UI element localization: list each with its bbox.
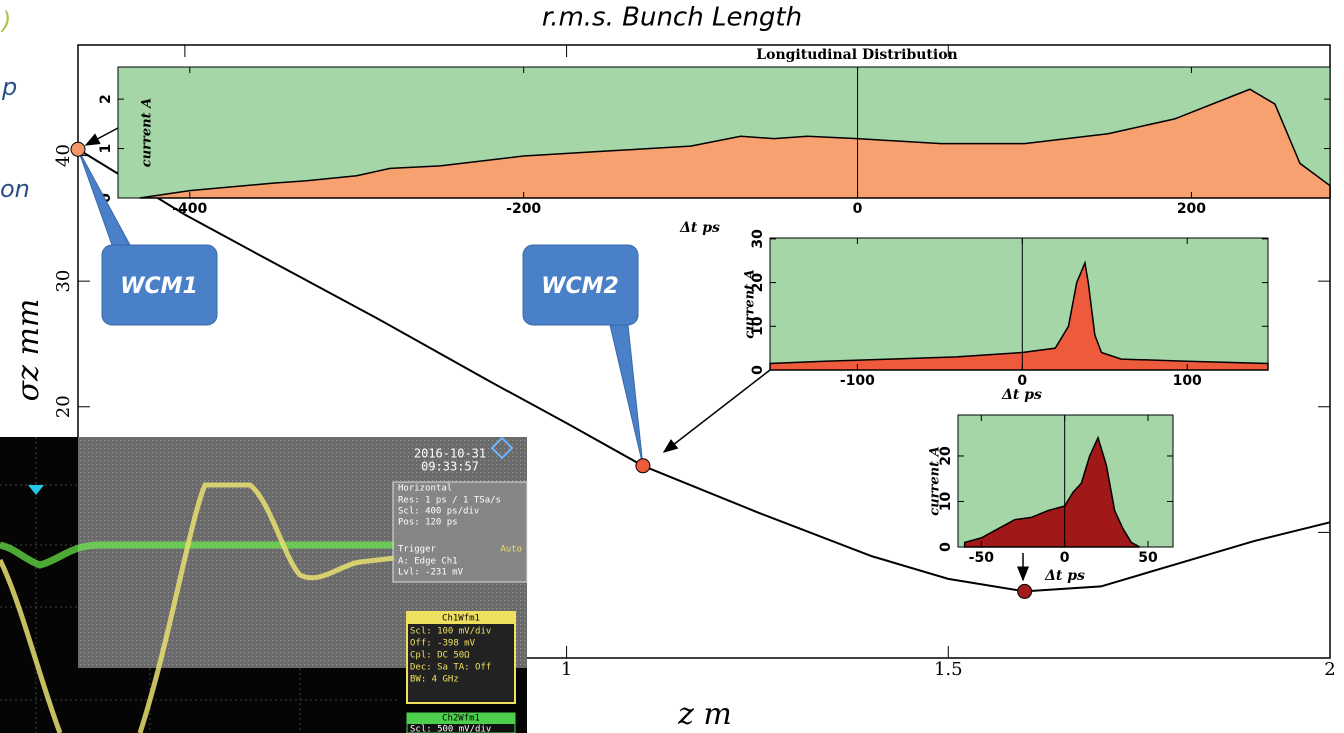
- slide-text-fragment: ): [0, 7, 11, 35]
- inset-y-label: current A: [743, 269, 758, 338]
- ch2-header: [407, 713, 515, 724]
- plot-background: [770, 238, 1268, 370]
- waveform-ch2: [0, 541, 395, 569]
- inset-y-label: current A: [140, 98, 155, 167]
- x-tick-label: 50: [1138, 550, 1158, 566]
- x-tick-label: 2: [1324, 659, 1335, 680]
- scope-text: Lvl: -231 mV: [398, 568, 464, 578]
- x-tick-label: 0: [1017, 373, 1027, 389]
- y-tick-label: 1: [98, 144, 114, 154]
- scope-trigger-mode: Auto: [500, 545, 522, 555]
- x-axis-label: z m: [677, 697, 732, 732]
- chart-title: r.m.s. Bunch Length: [542, 3, 802, 33]
- y-tick-label: 10: [750, 316, 766, 336]
- scope-text: BW: 4 GHz: [410, 675, 459, 685]
- x-tick-label: 200: [1177, 201, 1206, 217]
- marker-point: [70, 141, 86, 157]
- scope-text: Off: -398 mV: [410, 639, 476, 649]
- scope-text: Cpl: DC 50Ω: [410, 651, 470, 661]
- plot-frame: [769, 237, 1269, 371]
- logo: [490, 436, 514, 460]
- arrow: [84, 127, 119, 146]
- callout-label: WCM1: [120, 274, 198, 299]
- inset-x-label: Δt ps: [679, 220, 720, 236]
- slide-text-fragment: p: [1, 73, 17, 101]
- y-tick-label: 30: [750, 229, 766, 249]
- y-tick-label: 20: [750, 273, 766, 293]
- x-tick-label: -100: [840, 373, 875, 389]
- y-tick-label: 10: [938, 491, 954, 511]
- plot-frame: [117, 66, 1331, 199]
- scope-text: Scl: 400 ps/div: [398, 507, 479, 517]
- scope-text: A: Edge Ch1: [398, 557, 458, 567]
- y-tick-label: 0: [98, 193, 114, 203]
- x-tick-label: 0: [1060, 550, 1070, 566]
- area: [769, 260, 1269, 371]
- plot-frame: [77, 44, 1331, 659]
- x-tick-label: 1: [561, 659, 572, 680]
- plot-frame: [957, 414, 1174, 548]
- scope-heading: Ch1Wfm1: [442, 614, 480, 624]
- oscilloscope-screenshot: 2016-10-31 09:33:57 Horizontal Trigger A…: [0, 436, 528, 733]
- y-tick-label: 20: [938, 446, 954, 466]
- y-tick-label: 0: [750, 365, 766, 375]
- y-tick-label: 0: [938, 542, 954, 552]
- scope-time: 09:33:57: [421, 460, 479, 474]
- scope-heading: Horizontal: [398, 484, 452, 494]
- callout-box: [522, 244, 639, 326]
- callout-label: WCM2: [541, 274, 619, 299]
- y-tick-label: 2: [98, 94, 114, 104]
- curve: [77, 148, 1331, 593]
- inset-x-label: Δt ps: [1001, 387, 1042, 403]
- y-tick-label: 20: [53, 395, 74, 418]
- scope-text: Dec: Sa TA: Off: [410, 663, 491, 673]
- scope-text: Pos: 120 ps: [398, 518, 458, 528]
- trigger-marker: [28, 485, 44, 495]
- area: [139, 88, 1331, 199]
- marker-point: [1017, 583, 1033, 599]
- scope-heading: Trigger: [398, 545, 437, 555]
- x-tick-label: 100: [1173, 373, 1202, 389]
- info-panel: [392, 481, 528, 583]
- arrow: [662, 369, 771, 453]
- inset-title: Longitudinal Distribution: [756, 47, 957, 63]
- y-tick-label: 40: [53, 144, 74, 167]
- x-tick-label: -200: [506, 201, 541, 217]
- marker-point: [635, 458, 651, 474]
- inset-y-label: current A: [928, 446, 943, 515]
- scope-heading: Ch2Wfm1: [442, 714, 480, 724]
- waveform-ch1: [0, 482, 396, 733]
- scope-date: 2016-10-31: [414, 447, 486, 461]
- x-tick-label: -50: [969, 550, 995, 566]
- scope-text: Res: 1 ps / 1 TSa/s: [398, 496, 501, 506]
- x-tick-label: 0: [853, 201, 863, 217]
- x-tick-label: 1.5: [934, 659, 963, 680]
- y-axis-label: σz mm: [11, 299, 46, 402]
- x-tick-label: -400: [172, 201, 207, 217]
- scope-text: Scl: 500 mV/div: [410, 725, 491, 733]
- scope-grid: [0, 437, 400, 733]
- slide-text-fragment: on: [0, 175, 30, 203]
- inset-x-label: Δt ps: [1044, 568, 1085, 584]
- scope-text: Scl: 100 mV/div: [410, 627, 491, 637]
- y-tick-label: 30: [53, 270, 74, 293]
- callout-box: [101, 244, 218, 326]
- ch1-header: [407, 612, 515, 624]
- callout-tail: [609, 324, 644, 466]
- area: [963, 435, 1141, 548]
